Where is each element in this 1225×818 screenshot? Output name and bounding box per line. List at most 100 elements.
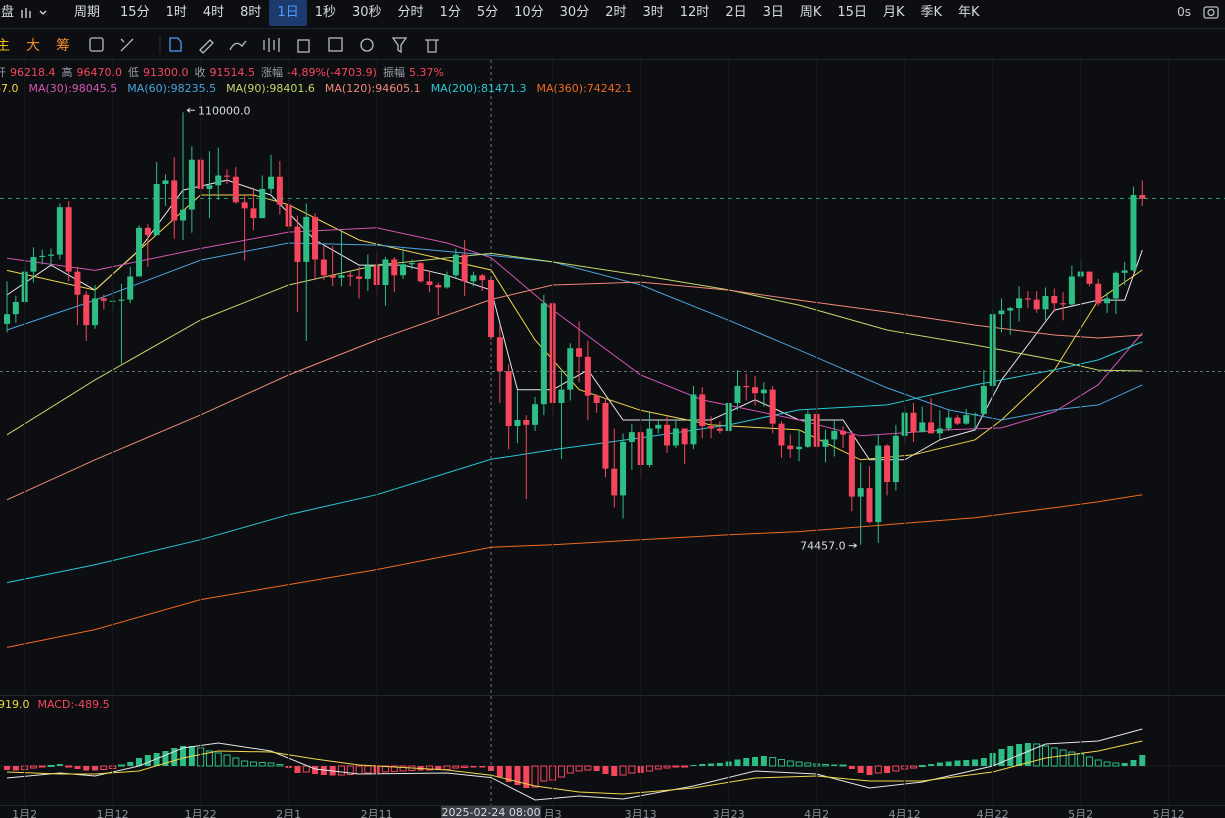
timeframe-tab[interactable]: 8时 <box>240 5 262 20</box>
macd-bar <box>557 765 565 778</box>
macd-bar <box>276 764 284 767</box>
timeframe-tab[interactable]: 1日 <box>269 0 307 26</box>
timeframe-tab[interactable]: 季K <box>920 5 943 20</box>
candle-body <box>884 445 891 483</box>
info-value: 96470.0 <box>76 65 123 79</box>
candle-body <box>945 417 952 429</box>
candle-body <box>954 417 961 424</box>
macd-bar <box>100 765 108 770</box>
candle-body <box>1121 270 1128 273</box>
macd-bar <box>795 761 803 767</box>
timeframe-tab[interactable]: 年K <box>958 5 980 20</box>
candle-body <box>734 385 741 403</box>
indicator-line <box>6 252 1143 436</box>
indicator-toggle[interactable]: 筹 <box>56 38 70 54</box>
candle-body <box>294 226 301 262</box>
candle-body <box>690 394 697 445</box>
timeframe-tab[interactable]: 分时 <box>397 5 424 20</box>
x-axis: 1月2 1月12 1月22 2月1 2月11 月3 3月13 3月23 4月2 4月12 4月22 5… <box>0 806 1225 818</box>
macd-bar <box>461 765 469 768</box>
timeframe-tab[interactable]: 30秒 <box>351 5 382 20</box>
candle-body <box>276 176 283 205</box>
macd-bar <box>443 765 451 770</box>
timeframe-tab[interactable]: 3时 <box>642 5 664 20</box>
macd-bar <box>390 765 398 772</box>
macd-bar <box>769 757 777 767</box>
info-label: 收 <box>194 66 206 79</box>
candle-body <box>417 263 424 282</box>
timeframe-tab[interactable]: 5分 <box>476 5 499 20</box>
timeframe-tab[interactable]: 15日 <box>837 5 867 20</box>
timeframe-tab[interactable]: 周K <box>799 5 822 20</box>
timeframe-tab[interactable]: 1秒 <box>314 5 336 20</box>
candle-body <box>620 441 627 496</box>
macd-bar <box>734 759 741 766</box>
candle-body <box>74 271 81 295</box>
timeframe-tab[interactable]: 2日 <box>725 5 747 20</box>
macd-bar <box>312 766 319 774</box>
macd-bar <box>1139 755 1146 766</box>
macd-bar <box>117 764 125 767</box>
tool-icons <box>21 6 1219 54</box>
x-tick-label: 1月12 <box>96 808 129 818</box>
indicator-toggle[interactable]: 主 <box>0 38 10 54</box>
info-value: 91300.0 <box>143 65 189 79</box>
macd-bar <box>232 757 240 767</box>
macd-bar <box>839 764 847 767</box>
candle-body <box>998 310 1005 315</box>
macd-bar <box>575 765 583 772</box>
macd-bar <box>346 765 354 775</box>
candle-body <box>708 426 715 429</box>
candle-body <box>426 281 433 285</box>
candle-body <box>875 445 882 523</box>
timeframe-tab[interactable]: 1时 <box>165 5 187 20</box>
macd-bar <box>267 762 275 767</box>
macd-bar <box>654 765 662 770</box>
macd-bar <box>364 765 372 774</box>
macd-bar <box>1085 756 1093 767</box>
info-value: 91514.5 <box>209 65 256 79</box>
indicator-toggle[interactable]: 大 <box>26 38 40 54</box>
timeframe-tab[interactable]: 10分 <box>514 5 544 20</box>
candle-body <box>241 202 248 209</box>
macd-bar <box>153 753 160 766</box>
timeframe-tab[interactable]: 周期 <box>74 5 101 20</box>
macd-bar <box>1103 761 1111 767</box>
timeframe-tab[interactable]: 2时 <box>605 5 627 20</box>
macd-bar <box>619 765 627 776</box>
macd-pane <box>0 728 1225 801</box>
macd-bar <box>672 765 680 768</box>
timeframe-tab[interactable]: 12时 <box>679 5 710 20</box>
macd-bar <box>936 762 943 766</box>
macd-bar <box>38 765 46 768</box>
candle-body <box>56 207 63 255</box>
candle-body <box>919 422 926 433</box>
timeframe-tab[interactable]: 盘 <box>1 5 15 20</box>
timeframe-tab[interactable]: 15分 <box>120 5 150 20</box>
macd-bar <box>136 758 143 766</box>
timeframe-tab[interactable]: 3日 <box>762 5 784 20</box>
candle-body <box>972 413 979 416</box>
timeframe-tab[interactable]: 4时 <box>202 5 225 20</box>
macd-bar <box>593 766 600 771</box>
candle-body <box>1016 298 1023 309</box>
timeframe-tab[interactable]: 1分 <box>439 5 461 20</box>
macd-bar <box>786 760 794 767</box>
candle-body <box>153 184 160 236</box>
indicator-line <box>6 341 1143 584</box>
candle-body <box>162 180 169 185</box>
candle-body <box>646 428 653 465</box>
candle-body <box>347 275 354 277</box>
x-tick-label: 2月1 <box>276 808 302 818</box>
x-tick-label: 5月12 <box>1152 808 1185 818</box>
x-tick-label: 2月11 <box>360 808 393 818</box>
macd-bar <box>531 765 539 788</box>
timeframe-tab[interactable]: 月K <box>882 5 905 20</box>
candle-body <box>532 404 539 425</box>
timeframe-tab[interactable]: 30分 <box>559 5 590 20</box>
candle-body <box>611 468 618 496</box>
ma-legend-item: 67.0 <box>0 82 19 95</box>
ma-legend-item: MA(30):98045.5 <box>28 82 118 95</box>
indicator-line <box>6 194 1143 461</box>
macd-bar <box>1094 759 1102 767</box>
